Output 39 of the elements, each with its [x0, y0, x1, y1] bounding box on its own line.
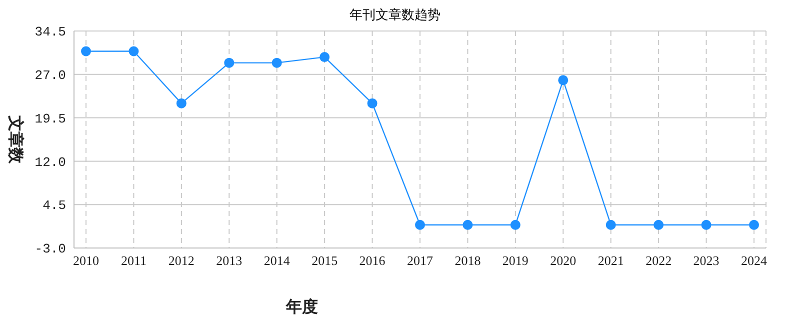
x-tick-label: 2020 [550, 253, 576, 268]
point [654, 220, 664, 230]
point [415, 220, 425, 230]
point [320, 52, 330, 62]
y-tick-label: -3.0 [34, 242, 66, 257]
x-tick-label: 2015 [312, 253, 338, 268]
point [224, 58, 234, 68]
point [510, 220, 520, 230]
y-tick-label: 27.0 [34, 68, 66, 84]
x-tick-label: 2013 [216, 253, 242, 268]
point [462, 220, 473, 230]
point [606, 220, 616, 230]
chart-title: 年刊文章数趋势 [348, 6, 442, 24]
point [128, 46, 139, 56]
x-tick-label: 2012 [168, 253, 194, 268]
y-axis-title: 文章数 [6, 114, 24, 164]
x-tick-label: 2023 [693, 253, 720, 268]
x-tick-label: 2014 [264, 253, 290, 268]
y-tick-label: 4.5 [42, 198, 66, 214]
x-tick-label: 2018 [454, 253, 481, 268]
point [367, 98, 378, 108]
x-tick-label: 2010 [73, 253, 99, 268]
x-tick-label: 2011 [120, 253, 146, 268]
point [701, 220, 712, 230]
x-tick-label: 2019 [502, 253, 528, 268]
point [749, 220, 759, 230]
x-tick-label: 2016 [359, 253, 386, 268]
point [176, 98, 186, 108]
y-tick-label: 19.5 [34, 111, 66, 126]
x-tick-label: 2024 [741, 253, 768, 268]
point [81, 46, 91, 56]
x-tick-label: 2017 [407, 253, 434, 268]
point [272, 58, 282, 68]
point [558, 75, 568, 86]
x-tick-label: 2022 [646, 253, 672, 268]
x-axis-title: 年度 [285, 297, 318, 316]
y-tick-label: 34.5 [34, 24, 66, 40]
x-tick-label: 2021 [598, 253, 624, 268]
y-tick-label: 12.0 [34, 154, 66, 170]
